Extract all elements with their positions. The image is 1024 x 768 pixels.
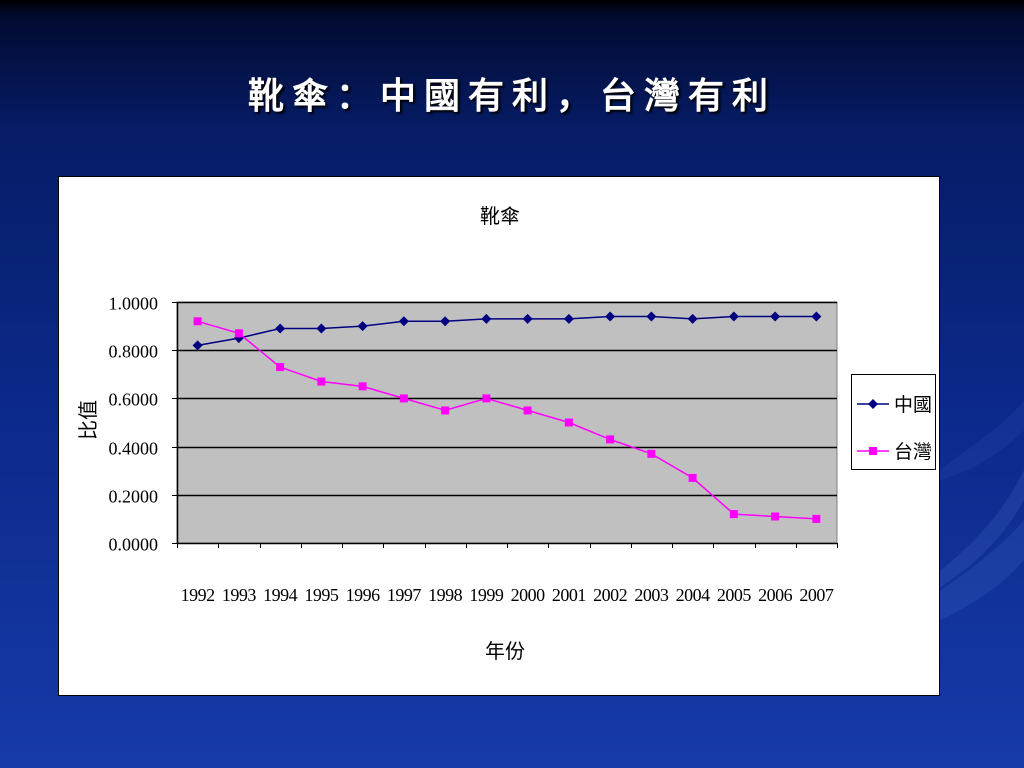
data-point — [811, 311, 822, 322]
x-tick-label: 2001 — [552, 585, 586, 605]
series-line — [197, 320, 817, 520]
data-point — [647, 449, 656, 458]
slide-title: 靴傘：中國有利，台灣有利 — [247, 75, 776, 117]
x-axis-title: 年份 — [485, 640, 525, 663]
legend-item: 中國 — [857, 394, 932, 416]
data-point — [482, 394, 491, 403]
gridlines — [177, 301, 837, 497]
data-point — [771, 512, 780, 521]
legend-label: 中國 — [894, 394, 932, 416]
data-point — [728, 311, 739, 322]
x-tick-label: 1996 — [346, 585, 381, 605]
x-tick-label: 2004 — [676, 585, 711, 605]
y-tick-label: 0.6000 — [109, 390, 159, 410]
data-point — [398, 316, 409, 327]
legend-box — [851, 374, 936, 470]
y-tick-label: 1.0000 — [109, 294, 159, 314]
data-point — [399, 394, 408, 403]
x-tick-label: 1993 — [222, 585, 257, 605]
x-tick-label: 2006 — [758, 585, 793, 605]
y-tick-label: 0.2000 — [109, 487, 159, 507]
data-point — [481, 313, 492, 324]
data-point — [234, 329, 243, 338]
y-axis: 0.0000 0.2000 0.4000 0.6000 0.8000 1.0000 — [109, 294, 179, 555]
data-point — [357, 321, 368, 332]
chart-title: 靴傘 — [480, 205, 520, 228]
data-point — [729, 510, 738, 519]
plot-area — [176, 301, 838, 544]
x-tick-label: 2007 — [799, 585, 834, 605]
data-point — [563, 313, 574, 324]
x-tick-label: 1998 — [428, 585, 463, 605]
x-tick-label: 1994 — [263, 585, 298, 605]
data-point — [317, 377, 326, 386]
series-layer — [192, 311, 822, 523]
data-point — [687, 313, 698, 324]
data-point — [275, 323, 286, 334]
y-tick-label: 0.8000 — [109, 342, 159, 362]
data-point — [358, 382, 367, 391]
data-point — [192, 340, 203, 351]
data-point — [564, 418, 573, 427]
data-point — [193, 317, 202, 326]
data-point — [688, 473, 697, 482]
x-tick-label: 1992 — [181, 585, 215, 605]
y-tick-label: 0.0000 — [109, 535, 159, 555]
legend-marker — [868, 399, 878, 409]
data-point — [606, 435, 615, 444]
data-point — [440, 316, 451, 327]
x-tick-label: 1997 — [387, 585, 422, 605]
y-tick-label: 0.4000 — [109, 439, 159, 459]
x-tick-label: 2003 — [634, 585, 669, 605]
data-point — [523, 406, 532, 415]
data-point — [522, 313, 533, 324]
y-axis-title: 比值 — [77, 400, 100, 440]
series-line — [197, 315, 817, 347]
x-tick-label: 2005 — [717, 585, 752, 605]
legend-label: 台灣 — [894, 441, 932, 463]
x-axis: 1992 1993 1994 1995 1996 1997 1998 1999 2000 2001… — [177, 542, 838, 605]
data-point — [770, 311, 781, 322]
data-point — [605, 311, 616, 322]
legend-item: 台灣 — [857, 441, 932, 463]
data-point — [646, 311, 657, 322]
data-point — [276, 363, 285, 372]
x-tick-label: 2000 — [511, 585, 546, 605]
x-tick-label: 1995 — [304, 585, 339, 605]
data-point — [441, 406, 450, 415]
series-2 — [193, 317, 821, 523]
x-tick-label: 2002 — [593, 585, 627, 605]
legend-marker — [869, 447, 877, 455]
data-point — [812, 514, 821, 523]
data-point — [316, 323, 327, 334]
x-tick-label: 1999 — [469, 585, 504, 605]
series-1 — [192, 311, 822, 351]
